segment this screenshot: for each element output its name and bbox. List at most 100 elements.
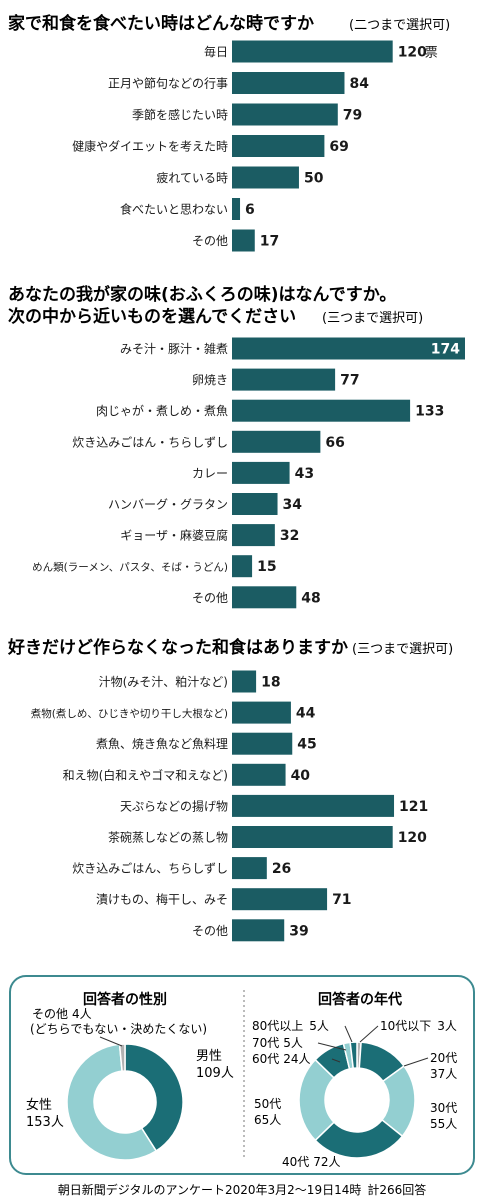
bar-value-label: 43 [295, 466, 314, 482]
bar-value-label: 69 [329, 139, 348, 155]
gender-label-male: 男性 [196, 1049, 222, 1064]
bar [232, 857, 267, 880]
bar-value-label: 18 [261, 675, 280, 691]
bar [232, 337, 465, 360]
bar-value-label: 79 [343, 108, 362, 124]
bar-category-label: めん類(ラーメン、パスタ、そば・うどん) [32, 562, 228, 574]
bar-value-label: 50 [304, 171, 324, 187]
bar [232, 794, 395, 817]
bar-category-label: 健康やダイエットを考えた時 [72, 139, 228, 154]
gender-value-female: 153人 [26, 1115, 64, 1130]
bar [232, 135, 325, 157]
bar-category-label: その他 [192, 924, 228, 938]
gender-label-other: その他 4人 [32, 1007, 92, 1021]
donut-slice [124, 1043, 184, 1152]
bar [232, 229, 255, 252]
bar-value-label: 133 [415, 404, 444, 420]
bar [232, 430, 321, 453]
bar-category-label: ハンバーグ・グラタン [108, 498, 228, 512]
bar-value-label: 84 [349, 76, 369, 92]
bar-value-label: 40 [291, 768, 311, 784]
bar-value-label: 26 [272, 861, 291, 877]
age-label-80s: 80代以上 5人 [252, 1019, 329, 1033]
age-label-60s: 60代 24人 [252, 1052, 311, 1066]
bar-category-label: 煮魚、焼き魚など魚料理 [96, 737, 228, 751]
bar-value-label: 120 [398, 45, 427, 61]
gender-label-female: 女性 [26, 1097, 52, 1113]
gender-label-other-note: (どちらでもない・決めたくない) [30, 1022, 207, 1036]
age-value-30s: 55人 [430, 1117, 457, 1131]
age-10s-leader [359, 1025, 379, 1043]
bar-value-label: 45 [297, 737, 316, 753]
bar-category-label: 疲れている時 [156, 170, 228, 185]
bar [232, 701, 291, 724]
bar-value-label: 66 [325, 435, 344, 451]
bar [232, 524, 275, 547]
bar-category-label: 卵焼き [192, 373, 228, 387]
bar [232, 198, 241, 220]
bar-category-label: その他 [192, 591, 228, 605]
bar-value-label: 48 [301, 590, 320, 606]
bar-value-label: 17 [260, 234, 279, 250]
age-title: 回答者の年代 [318, 991, 402, 1008]
bar-category-label: 汁物(みそ汁、粕汁など) [99, 674, 228, 689]
age-70s-leader [317, 1042, 347, 1051]
age-label-20s: 20代 [430, 1051, 457, 1065]
q1-subtitle: (二つまで選択可) [349, 18, 450, 33]
bar-value-label: 121 [399, 799, 428, 815]
bar-category-label: 炊き込みごはん、ちらしずし [72, 861, 228, 876]
gender-value-male: 109人 [196, 1066, 234, 1081]
gender-title: 回答者の性別 [83, 991, 167, 1008]
bar-category-label: カレー [192, 466, 228, 480]
bar-category-label: 毎日 [204, 44, 228, 59]
bar [232, 399, 411, 422]
age-label-50s: 50代 [254, 1097, 281, 1111]
q2-bar-chart: みそ汁・豚汁・雑煮 174 卵焼き 77 肉じゃが・煮しめ・煮魚 133 炊き込みごはん・ち… [32, 337, 465, 609]
bar-value-label: 120 [398, 830, 427, 846]
bar-category-label: 和え物(白和えやゴマ和えなど) [63, 767, 228, 782]
bar-value-label: 34 [283, 497, 303, 513]
donut-slice [66, 1043, 158, 1161]
age-20s-leader [403, 1057, 429, 1067]
age-value-50s: 65人 [254, 1113, 281, 1127]
bar-value-label: 44 [296, 706, 316, 722]
bar [232, 888, 328, 911]
bar [232, 72, 345, 94]
demographics-box [9, 975, 475, 1175]
q3-title: 好きだけど作らなくなった和食はありますか [7, 637, 348, 658]
age-label-40s: 40代 72人 [282, 1155, 341, 1169]
bar-value-label: 39 [289, 923, 308, 939]
bar-unit-label: 票 [425, 46, 438, 61]
bar-category-label: 食べたいと思わない [120, 202, 228, 217]
bar-category-label: 季節を感じたい時 [132, 107, 228, 122]
bar [232, 586, 297, 609]
age-donut [298, 1041, 416, 1159]
bar-category-label: 漬けもの、梅干し、みそ [96, 892, 228, 907]
bar [232, 166, 299, 189]
age-60s-leader [331, 1058, 341, 1063]
bar-value-label: 77 [340, 373, 359, 389]
bar [232, 103, 338, 126]
bar-value-label: 174 [431, 342, 460, 358]
bar-category-label: ギョーザ・麻婆豆腐 [120, 528, 228, 543]
age-80s-leader [344, 1025, 353, 1043]
bar-category-label: 茶碗蒸しなどの蒸し物 [108, 830, 228, 845]
q3-subtitle: (三つまで選択可) [352, 642, 453, 657]
bar-value-label: 32 [280, 528, 299, 544]
bar [232, 40, 393, 63]
bar [232, 826, 393, 848]
bar [232, 461, 290, 484]
bar [232, 670, 257, 693]
bar-category-label: 煮物(煮しめ、ひじきや切り干し大根など) [31, 707, 228, 720]
q2-title: あなたの我が家の味(おふくろの味)はなんですか。 [8, 284, 396, 305]
bar-category-label: 肉じゃが・煮しめ・煮魚 [96, 403, 228, 418]
bar-value-label: 6 [245, 202, 255, 218]
bar-value-label: 15 [257, 559, 276, 575]
gender-donut [66, 1043, 184, 1161]
bar-category-label: 天ぷらなどの揚げ物 [120, 799, 228, 813]
age-label-10s: 10代以下 3人 [380, 1019, 457, 1033]
bar [232, 493, 278, 515]
